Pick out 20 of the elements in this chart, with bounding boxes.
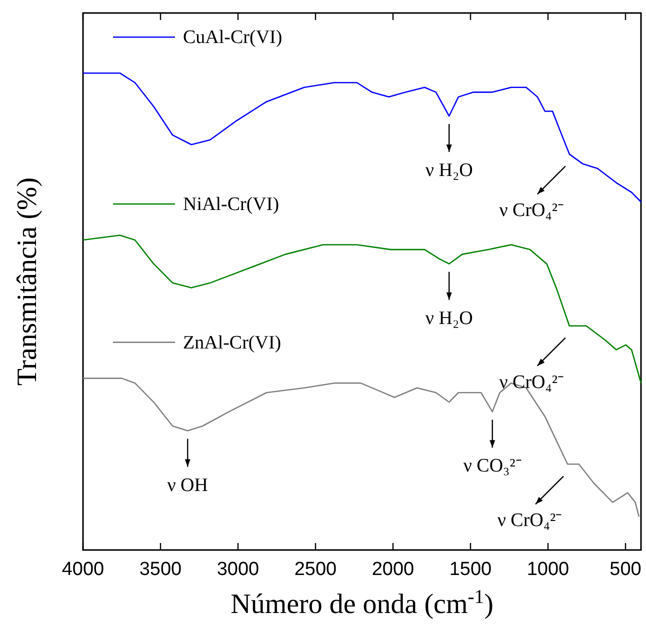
- legend-label: CuAl-Cr(VI): [183, 27, 282, 48]
- annotation: ν H₂O: [425, 160, 473, 182]
- annotation: ν CrO₄²⁻: [499, 200, 564, 222]
- x-tick-label: 3000: [216, 559, 260, 580]
- x-tick-label: 2500: [294, 559, 337, 580]
- x-tick-label: 3500: [139, 559, 182, 580]
- annotation: ν OH: [167, 474, 208, 496]
- legend-label: NiAl-Cr(VI): [183, 194, 280, 216]
- y-axis-title: Transmitância (%): [12, 177, 43, 386]
- x-tick-label: 500: [610, 559, 642, 580]
- annotation: ν H₂O: [425, 308, 473, 329]
- x-tick-label: 2000: [372, 559, 414, 580]
- annotation: ν CO₃²⁻: [463, 456, 522, 477]
- x-tick-label: 1500: [449, 559, 492, 580]
- x-tick-label: 1000: [526, 559, 570, 580]
- x-tick-label: 4000: [62, 559, 104, 580]
- legend-label: ZnAl-Cr(VI): [183, 332, 282, 354]
- annotation: ν CrO₄²⁻: [497, 510, 562, 532]
- annotation: ν CrO₄²⁻: [499, 372, 564, 393]
- x-axis-title: Número de onda (cm$^{-1}$): [230, 586, 494, 620]
